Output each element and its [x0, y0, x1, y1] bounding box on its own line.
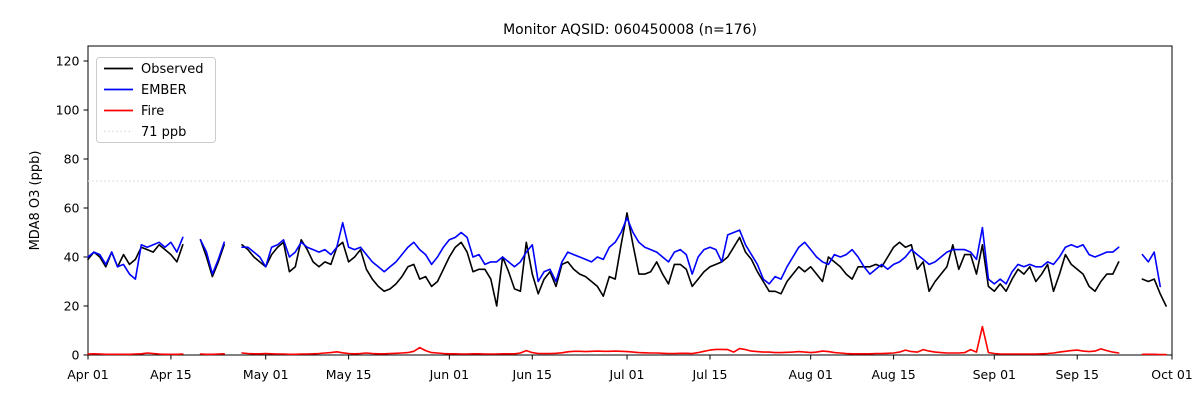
- y-tick-label: 100: [56, 103, 80, 118]
- series-line-ember: [87, 217, 1161, 288]
- legend-label-fire: Fire: [141, 104, 164, 119]
- legend-entry-observed: Observed: [104, 62, 204, 77]
- x-tick-label: Aug 15: [871, 367, 915, 382]
- legend-entry-fire: Fire: [104, 104, 164, 119]
- x-tick-label: Aug 01: [789, 367, 833, 382]
- x-ticks: Apr 01 Apr 15 May 01 May 15 Jun 01 Jun 15 Jul …: [67, 355, 1193, 382]
- x-tick-label: Jun 01: [429, 367, 469, 382]
- y-tick-label: 80: [64, 152, 80, 167]
- x-tick-label: Sep 15: [1055, 367, 1098, 382]
- y-tick-label: 60: [64, 201, 80, 216]
- series-line-fire: [87, 325, 1167, 356]
- y-tick-label: 40: [64, 250, 80, 265]
- series-line-observed: [87, 212, 1167, 307]
- x-tick-label: Oct 01: [1151, 367, 1193, 382]
- legend-label-ember: EMBER: [141, 83, 187, 98]
- y-tick-label: 120: [56, 54, 80, 69]
- legend-label-threshold: 71 ppb: [141, 125, 186, 140]
- x-tick-label: Jun 15: [512, 367, 552, 382]
- x-tick-label: May 01: [243, 367, 289, 382]
- legend-label-observed: Observed: [141, 62, 204, 77]
- x-tick-label: Apr 01: [67, 367, 109, 382]
- legend: Observed EMBER Fire 71 ppb: [96, 57, 216, 143]
- x-tick-label: May 15: [326, 367, 372, 382]
- y-axis-label: MDA8 O3 (ppb): [28, 151, 43, 251]
- y-ticks: 0 20 40 60 80 100 120: [56, 54, 88, 363]
- plot-frame: [87, 45, 1173, 356]
- x-tick-label: Jul 15: [691, 367, 727, 382]
- legend-entry-threshold: 71 ppb: [104, 125, 186, 140]
- chart-title: Monitor AQSID: 060450008 (n=176): [503, 22, 757, 38]
- y-tick-label: 0: [72, 348, 80, 363]
- x-tick-label: Apr 15: [150, 367, 192, 382]
- legend-entry-ember: EMBER: [104, 83, 187, 98]
- series-lines: [87, 212, 1167, 356]
- x-tick-label: Jul 01: [609, 367, 645, 382]
- legend-box: [96, 57, 216, 143]
- y-tick-label: 20: [64, 299, 80, 314]
- x-tick-label: Sep 01: [973, 367, 1016, 382]
